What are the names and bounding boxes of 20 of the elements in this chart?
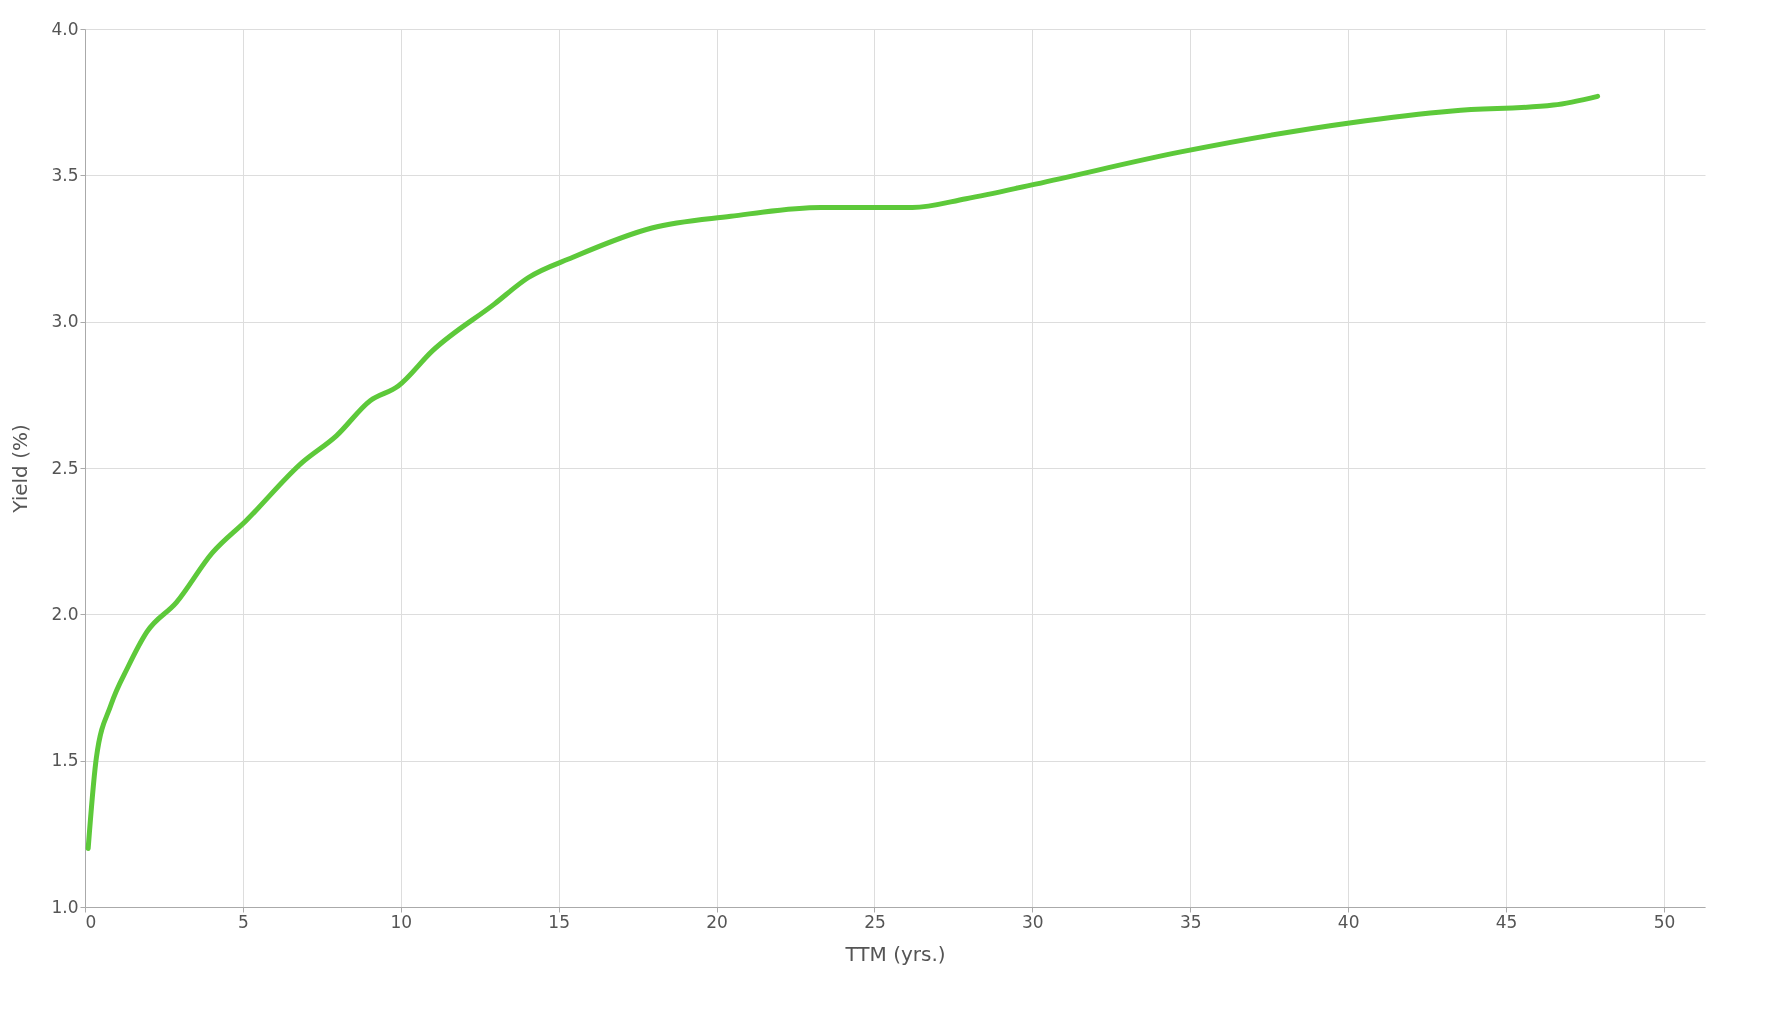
- x-tick-label: 50: [1653, 911, 1676, 932]
- x-axis-title: TTM (yrs.): [844, 941, 946, 966]
- x-tick-label: 10: [390, 911, 413, 932]
- x-tick-label: 15: [548, 911, 570, 932]
- x-tick-label: 35: [1179, 911, 1202, 932]
- y-tick-label: 2.0: [51, 603, 79, 624]
- x-tick-label: 30: [1022, 911, 1044, 932]
- x-tick-label: 40: [1337, 911, 1360, 932]
- x-tick-label: 20: [706, 911, 728, 932]
- y-tick-label: 4.0: [51, 18, 79, 39]
- x-tick-label: 0: [85, 911, 97, 932]
- x-tick-label: 25: [864, 911, 886, 932]
- y-tick-label: 1.0: [51, 896, 79, 917]
- x-tick-label: 5: [237, 911, 249, 932]
- y-tick-label: 2.5: [51, 457, 79, 478]
- y-tick-label: 3.5: [51, 164, 79, 185]
- y-tick-label: 3.0: [51, 311, 79, 332]
- y-tick-label: 1.5: [51, 750, 79, 771]
- y-axis-title: Yield (%): [8, 424, 33, 514]
- x-tick-label: 45: [1495, 911, 1518, 932]
